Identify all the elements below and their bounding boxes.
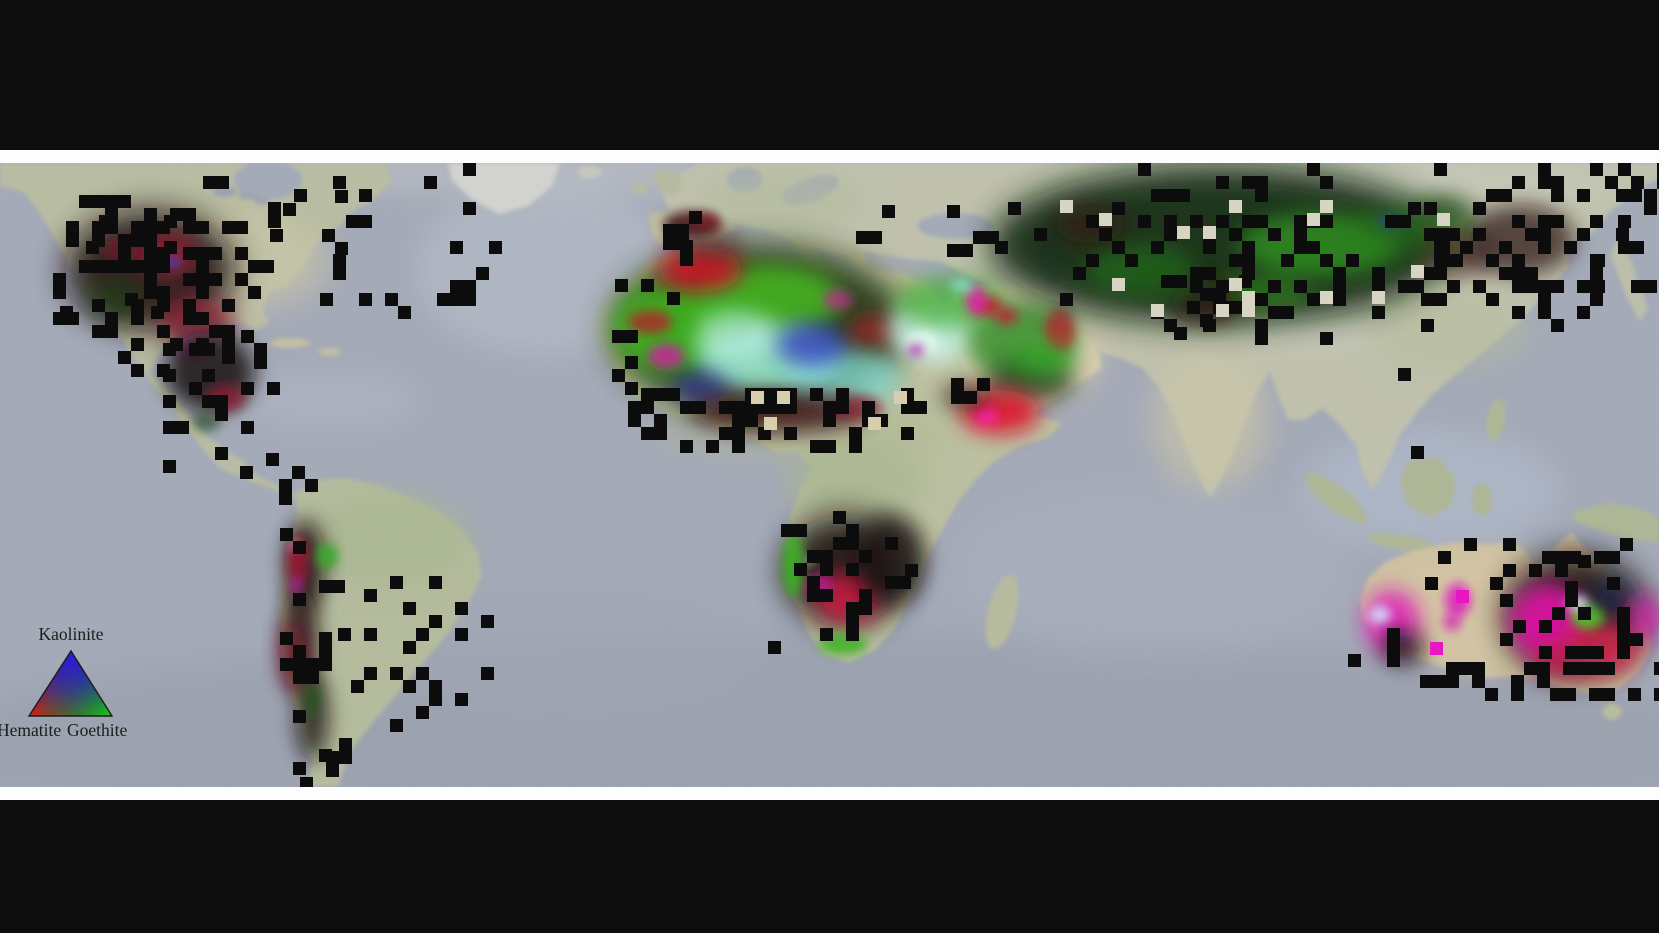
map-grain-texture — [0, 163, 1659, 787]
legend-label-goethite: Goethite — [67, 720, 127, 740]
legend-label-hematite: Hematite — [0, 720, 61, 740]
ternary-color-triangle — [27, 649, 114, 717]
legend: Kaolinite Hematite Goethite — [0, 624, 127, 740]
map-canvas: Kaolinite Hematite Goethite — [0, 163, 1659, 787]
legend-label-kaolinite: Kaolinite — [38, 624, 103, 644]
